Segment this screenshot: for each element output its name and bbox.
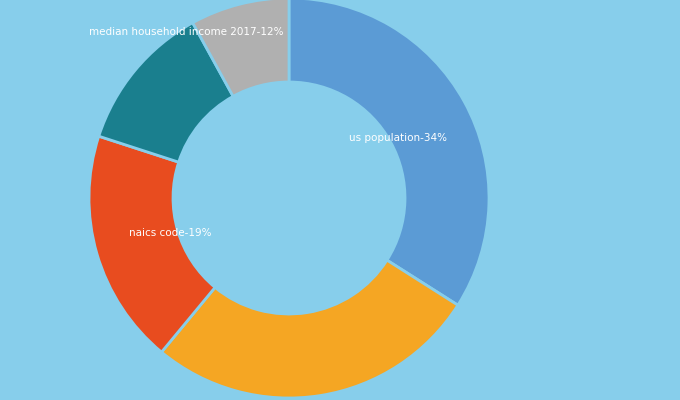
Wedge shape	[192, 0, 289, 96]
Wedge shape	[99, 23, 233, 162]
Wedge shape	[162, 260, 458, 398]
Text: naics code-19%: naics code-19%	[129, 228, 211, 238]
Wedge shape	[289, 0, 489, 305]
Wedge shape	[89, 136, 215, 352]
Text: us population-34%: us population-34%	[349, 133, 447, 143]
Text: median household income 2017-12%: median household income 2017-12%	[88, 27, 283, 37]
